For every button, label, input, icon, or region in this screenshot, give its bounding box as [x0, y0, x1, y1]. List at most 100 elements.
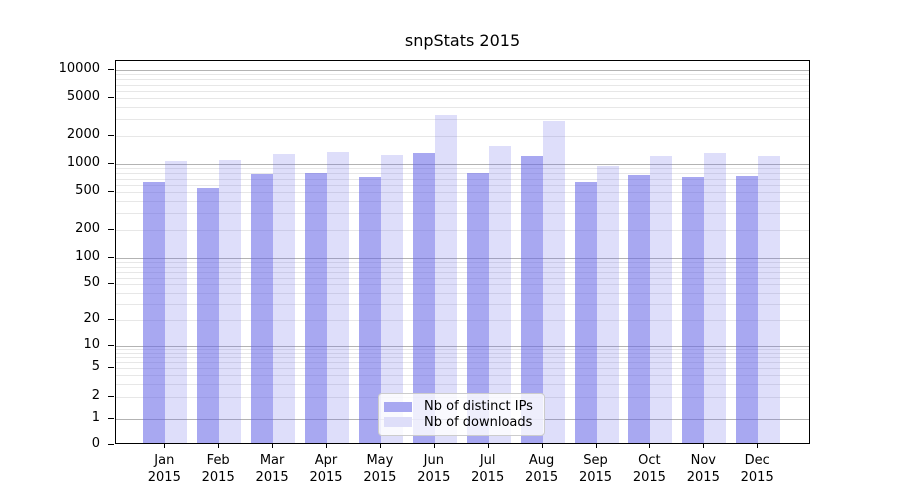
x-tick-label-nov: Nov 2015 — [673, 452, 733, 486]
gridline-major — [116, 164, 809, 165]
x-tick-mark — [218, 443, 220, 448]
x-tick-year: 2015 — [363, 470, 397, 485]
y-tick-label: 10 — [83, 337, 100, 352]
bar-downloads-feb — [219, 160, 242, 443]
bar-downloads-dec — [758, 155, 781, 443]
y-tick-mark — [108, 345, 114, 346]
legend-label-downloads: Nb of downloads — [424, 414, 533, 430]
y-tick-mark — [108, 283, 114, 285]
x-tick-year: 2015 — [309, 470, 343, 485]
y-tick-label: 10000 — [58, 61, 100, 76]
bar-downloads-oct — [650, 155, 673, 443]
y-tick-mark — [108, 228, 114, 230]
bar-ips-sep — [574, 181, 597, 443]
plot-area — [115, 60, 810, 444]
bar-ips-aug — [520, 155, 543, 443]
x-tick-year: 2015 — [740, 470, 774, 485]
x-tick-mark — [487, 443, 489, 448]
bar-ips-apr — [305, 173, 327, 443]
x-tick-mark — [433, 443, 435, 448]
bar-ips-jul — [466, 173, 489, 443]
gridline-minor — [116, 84, 809, 86]
bar-ips-jan — [143, 182, 166, 443]
y-tick-mark — [108, 69, 114, 70]
x-tick-month: Apr — [314, 453, 338, 468]
bar-ips-feb — [197, 187, 220, 443]
y-tick-label: 500 — [75, 183, 100, 199]
x-tick-label-jun: Jun 2015 — [404, 452, 464, 486]
x-tick-mark — [757, 443, 759, 448]
gridline-minor — [116, 319, 809, 321]
gridline-minor — [116, 213, 809, 215]
y-tick-mark — [108, 257, 114, 258]
gridline-major — [116, 258, 809, 259]
gridline-minor — [116, 293, 809, 295]
x-tick-label-jan: Jan 2015 — [134, 452, 194, 486]
y-tick-mark — [108, 97, 114, 99]
gridline-minor — [116, 349, 809, 351]
x-tick-month: Jan — [154, 453, 175, 468]
y-tick-mark — [108, 163, 114, 164]
bar-ips-mar — [251, 174, 274, 443]
bar-downloads-apr — [327, 152, 349, 443]
bar-downloads-jun — [434, 114, 457, 443]
x-tick-mark — [595, 443, 597, 448]
y-tick-mark — [108, 366, 114, 368]
bar-downloads-aug — [542, 120, 565, 443]
x-tick-year: 2015 — [147, 470, 181, 485]
x-tick-label-aug: Aug 2015 — [512, 452, 572, 486]
gridline-minor — [116, 362, 809, 364]
gridline-minor — [116, 184, 809, 186]
bar-downloads-jan — [165, 161, 188, 443]
legend-item-downloads: Nb of downloads — [384, 415, 538, 431]
legend-swatch-distinct-ips — [384, 401, 412, 412]
y-tick-label: 1 — [91, 410, 100, 425]
y-tick-label: 0 — [91, 435, 100, 451]
gridline-minor — [116, 229, 809, 231]
gridline-minor — [116, 119, 809, 121]
x-tick-label-sep: Sep 2015 — [566, 452, 626, 486]
y-tick-label: 100 — [75, 249, 100, 264]
x-tick-label-may: May 2015 — [350, 452, 410, 486]
y-tick-mark — [108, 134, 114, 136]
gridline-minor — [116, 74, 809, 76]
gridline-minor — [116, 90, 809, 92]
x-tick-year: 2015 — [255, 470, 289, 485]
x-tick-month: Jun — [423, 453, 444, 468]
gridline-minor — [116, 353, 809, 355]
x-tick-mark — [703, 443, 705, 448]
gridline-minor — [116, 357, 809, 359]
chart-title: snpStats 2015 — [404, 31, 521, 50]
x-tick-label-oct: Oct 2015 — [619, 452, 679, 486]
gridline-minor — [116, 201, 809, 203]
gridline-minor — [116, 304, 809, 305]
x-tick-month: Dec — [744, 453, 770, 468]
x-tick-month: Feb — [206, 453, 230, 468]
legend-label-distinct-ips: Nb of distinct IPs — [424, 399, 533, 415]
y-tick-mark — [108, 418, 114, 419]
gridline-minor — [116, 277, 809, 279]
gridline-minor — [116, 375, 809, 377]
gridline-major — [116, 346, 809, 347]
gridline-major — [116, 70, 809, 71]
x-tick-mark — [649, 443, 651, 448]
x-tick-label-mar: Mar 2015 — [242, 452, 302, 486]
x-tick-mark — [272, 443, 274, 448]
x-tick-month: Oct — [638, 453, 661, 468]
bar-ips-dec — [736, 176, 759, 443]
bar-downloads-may — [380, 154, 403, 443]
gridline-minor — [116, 367, 809, 369]
y-tick-mark — [108, 191, 114, 193]
gridline-minor — [116, 107, 809, 109]
x-tick-mark — [326, 443, 327, 448]
gridline-minor — [116, 173, 809, 175]
x-tick-month: Mar — [259, 453, 285, 468]
legend-swatch-downloads — [384, 417, 412, 428]
y-tick-label: 5 — [91, 358, 100, 374]
x-tick-mark — [379, 443, 381, 448]
bar-downloads-sep — [596, 166, 619, 443]
y-tick-mark — [108, 318, 114, 320]
x-tick-month: May — [366, 453, 394, 468]
x-tick-label-jul: Jul 2015 — [458, 452, 518, 486]
x-tick-year: 2015 — [201, 470, 235, 485]
